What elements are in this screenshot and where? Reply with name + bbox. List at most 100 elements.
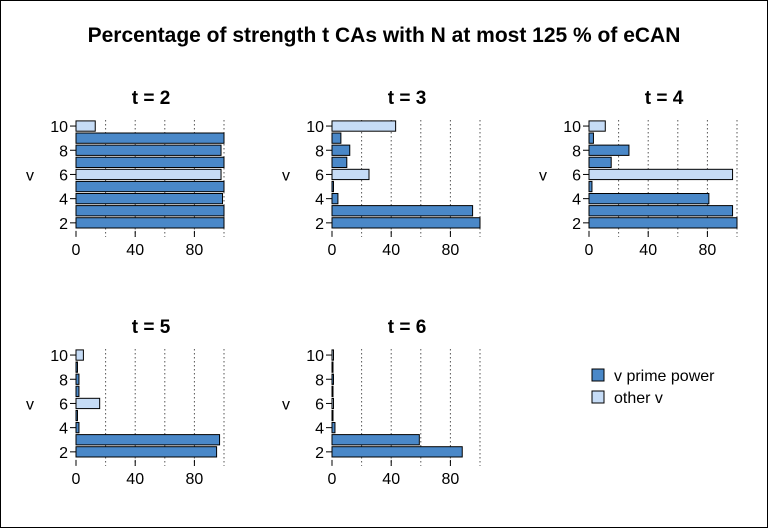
bar-v2 xyxy=(588,217,738,229)
bar-v2 xyxy=(331,446,463,458)
x-tick-label: 40 xyxy=(126,242,144,259)
x-tick-label: 40 xyxy=(382,471,400,488)
y-tick-label: 6 xyxy=(315,167,324,184)
y-tick-label: 4 xyxy=(572,192,581,209)
bar-v5 xyxy=(331,409,334,422)
bar-v5 xyxy=(75,409,78,422)
y-axis-label: v xyxy=(26,396,34,413)
bar-v7 xyxy=(75,156,225,168)
bar-v9 xyxy=(331,361,334,373)
bar-v3 xyxy=(331,434,420,446)
y-tick-label: 8 xyxy=(315,372,324,389)
bar-v7 xyxy=(331,385,334,397)
bar-v7 xyxy=(588,156,612,168)
bar-v3 xyxy=(75,434,221,446)
legend-swatch xyxy=(591,390,605,404)
x-tick-label: 80 xyxy=(442,242,460,259)
panel-title: t = 6 xyxy=(388,317,427,338)
y-tick-label: 10 xyxy=(50,348,68,365)
panel-t4: t = 4 2 4 6 8 10 v 0 40 80 xyxy=(539,88,738,259)
legend-swatch xyxy=(591,368,605,382)
bar-v7 xyxy=(75,385,80,397)
bar-v8 xyxy=(331,144,351,156)
x-tick-label: 0 xyxy=(328,471,337,488)
y-tick-label: 2 xyxy=(315,216,324,233)
y-axis-label: v xyxy=(282,167,290,184)
x-tick-label: 40 xyxy=(126,471,144,488)
bar-v4 xyxy=(75,422,80,434)
bar-v6 xyxy=(588,168,734,181)
panel-title: t = 5 xyxy=(132,317,171,338)
y-tick-label: 10 xyxy=(306,119,324,136)
y-tick-label: 6 xyxy=(59,167,68,184)
bar-v5 xyxy=(75,180,225,193)
y-tick-label: 2 xyxy=(59,445,68,462)
x-tick-label: 0 xyxy=(72,471,81,488)
y-tick-label: 6 xyxy=(59,396,68,413)
y-tick-label: 2 xyxy=(572,216,581,233)
bar-v10 xyxy=(75,120,96,132)
x-tick-label: 40 xyxy=(382,242,400,259)
bar-v4 xyxy=(331,193,339,205)
bar-v5 xyxy=(588,180,593,193)
y-tick-label: 2 xyxy=(315,445,324,462)
bar-v9 xyxy=(75,361,78,373)
y-axis-label: v xyxy=(26,167,34,184)
panel-t6: t = 6 2 4 6 8 10 v 0 40 80 xyxy=(282,317,481,488)
bar-v8 xyxy=(588,144,630,156)
bar-v3 xyxy=(75,205,225,217)
bar-v5 xyxy=(331,180,334,193)
x-tick-label: 80 xyxy=(699,242,717,259)
bar-v8 xyxy=(75,144,222,156)
y-tick-label: 6 xyxy=(572,167,581,184)
y-axis-label: v xyxy=(539,167,547,184)
legend-label: other v xyxy=(614,390,663,407)
bar-v9 xyxy=(75,132,225,144)
bar-v8 xyxy=(75,373,80,385)
y-tick-label: 2 xyxy=(59,216,68,233)
y-tick-label: 6 xyxy=(315,396,324,413)
bar-v3 xyxy=(331,205,474,217)
bar-v9 xyxy=(588,132,594,144)
legend: v prime power other v xyxy=(591,368,715,407)
x-tick-label: 80 xyxy=(442,471,460,488)
bar-v2 xyxy=(331,217,481,229)
y-tick-label: 8 xyxy=(572,143,581,160)
y-tick-label: 10 xyxy=(563,119,581,136)
y-tick-label: 8 xyxy=(59,372,68,389)
main-title: Percentage of strength t CAs with N at m… xyxy=(88,24,681,47)
bar-v10 xyxy=(588,120,606,132)
y-tick-label: 4 xyxy=(59,192,68,209)
y-tick-label: 4 xyxy=(315,421,324,438)
bar-v4 xyxy=(331,422,336,434)
bar-v6 xyxy=(75,397,101,410)
panel-t2: t = 2 2 4 6 8 10 v 0 40 80 xyxy=(26,88,225,259)
panel-t3: t = 3 2 4 6 8 10 v 0 40 80 xyxy=(282,88,481,259)
x-tick-label: 0 xyxy=(585,242,594,259)
y-tick-label: 10 xyxy=(50,119,68,136)
y-tick-label: 8 xyxy=(315,143,324,160)
x-tick-label: 0 xyxy=(72,242,81,259)
x-tick-label: 40 xyxy=(639,242,657,259)
bar-v6 xyxy=(75,168,222,181)
bar-v10 xyxy=(331,120,397,132)
bar-v2 xyxy=(75,217,225,229)
bar-v3 xyxy=(588,205,734,217)
y-tick-label: 8 xyxy=(59,143,68,160)
bar-v4 xyxy=(588,193,710,205)
y-tick-label: 4 xyxy=(315,192,324,209)
x-tick-label: 0 xyxy=(328,242,337,259)
bar-v6 xyxy=(331,168,370,181)
y-tick-label: 10 xyxy=(306,348,324,365)
bar-v10 xyxy=(75,349,84,361)
x-tick-label: 80 xyxy=(186,242,204,259)
x-tick-label: 80 xyxy=(186,471,204,488)
bar-v8 xyxy=(331,373,334,385)
bar-v4 xyxy=(75,193,224,205)
bar-v9 xyxy=(331,132,342,144)
panel-t5: t = 5 2 4 6 8 10 v 0 40 80 xyxy=(26,317,225,488)
panel-title: t = 2 xyxy=(132,88,171,109)
